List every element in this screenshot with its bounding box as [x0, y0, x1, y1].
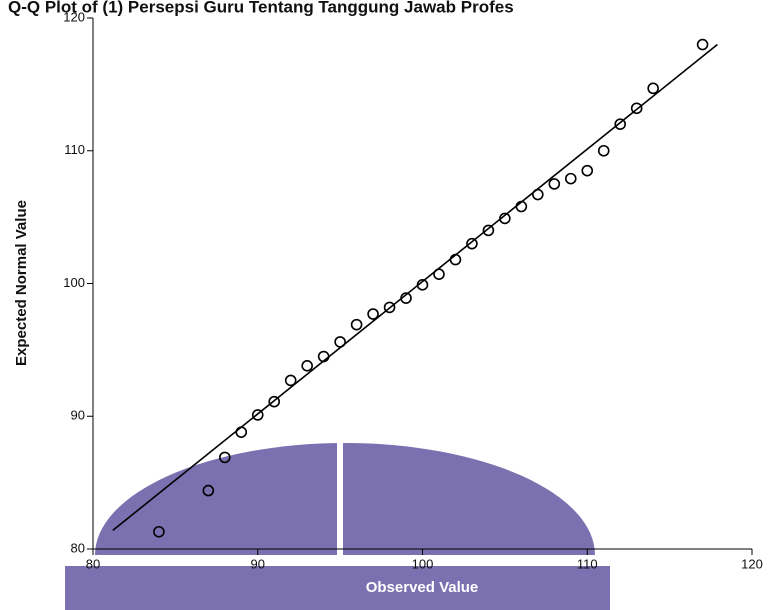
point [334, 336, 346, 348]
point [532, 188, 544, 201]
y-tick-label: 80 [71, 540, 85, 555]
point [433, 268, 445, 281]
point [647, 82, 659, 95]
point [416, 279, 429, 291]
y-axis-title: Expected Normal Value [13, 200, 30, 366]
x-tick-label: 110 [577, 556, 598, 571]
watermark [65, 440, 610, 610]
reference-line [112, 43, 718, 532]
point [153, 525, 165, 538]
point [564, 172, 577, 185]
y-tick-label: 110 [64, 142, 85, 157]
point [383, 301, 396, 314]
point [400, 292, 412, 304]
point [350, 318, 363, 331]
point [482, 224, 495, 237]
y-tick-label: 100 [63, 275, 85, 290]
point [219, 451, 231, 464]
point [696, 38, 709, 51]
watermark-band [65, 566, 610, 610]
point [317, 350, 330, 363]
point [367, 308, 379, 320]
point [581, 164, 594, 177]
watermark-gap [337, 440, 343, 566]
x-tick-label: 100 [412, 556, 434, 571]
x-axis-title: Observed Value [366, 579, 479, 596]
point [235, 426, 248, 438]
chart-title: Q-Q Plot of (1) Persepsi Guru Tentang Ta… [8, 0, 514, 16]
point [548, 178, 561, 190]
point [268, 395, 281, 408]
point [284, 374, 297, 387]
y-tick-label: 120 [63, 9, 85, 24]
y-tick-label: 90 [71, 408, 85, 423]
point [499, 212, 511, 225]
point [515, 200, 528, 213]
x-tick-label: 120 [741, 556, 763, 571]
point [202, 484, 215, 497]
x-tick-label: 80 [86, 556, 100, 571]
point [466, 237, 478, 250]
point [614, 118, 627, 130]
point [449, 253, 462, 266]
watermark-dome [95, 443, 595, 555]
point [251, 409, 264, 421]
x-tick-label: 90 [251, 556, 265, 571]
point [597, 144, 610, 157]
point [301, 360, 313, 372]
point [630, 102, 643, 115]
